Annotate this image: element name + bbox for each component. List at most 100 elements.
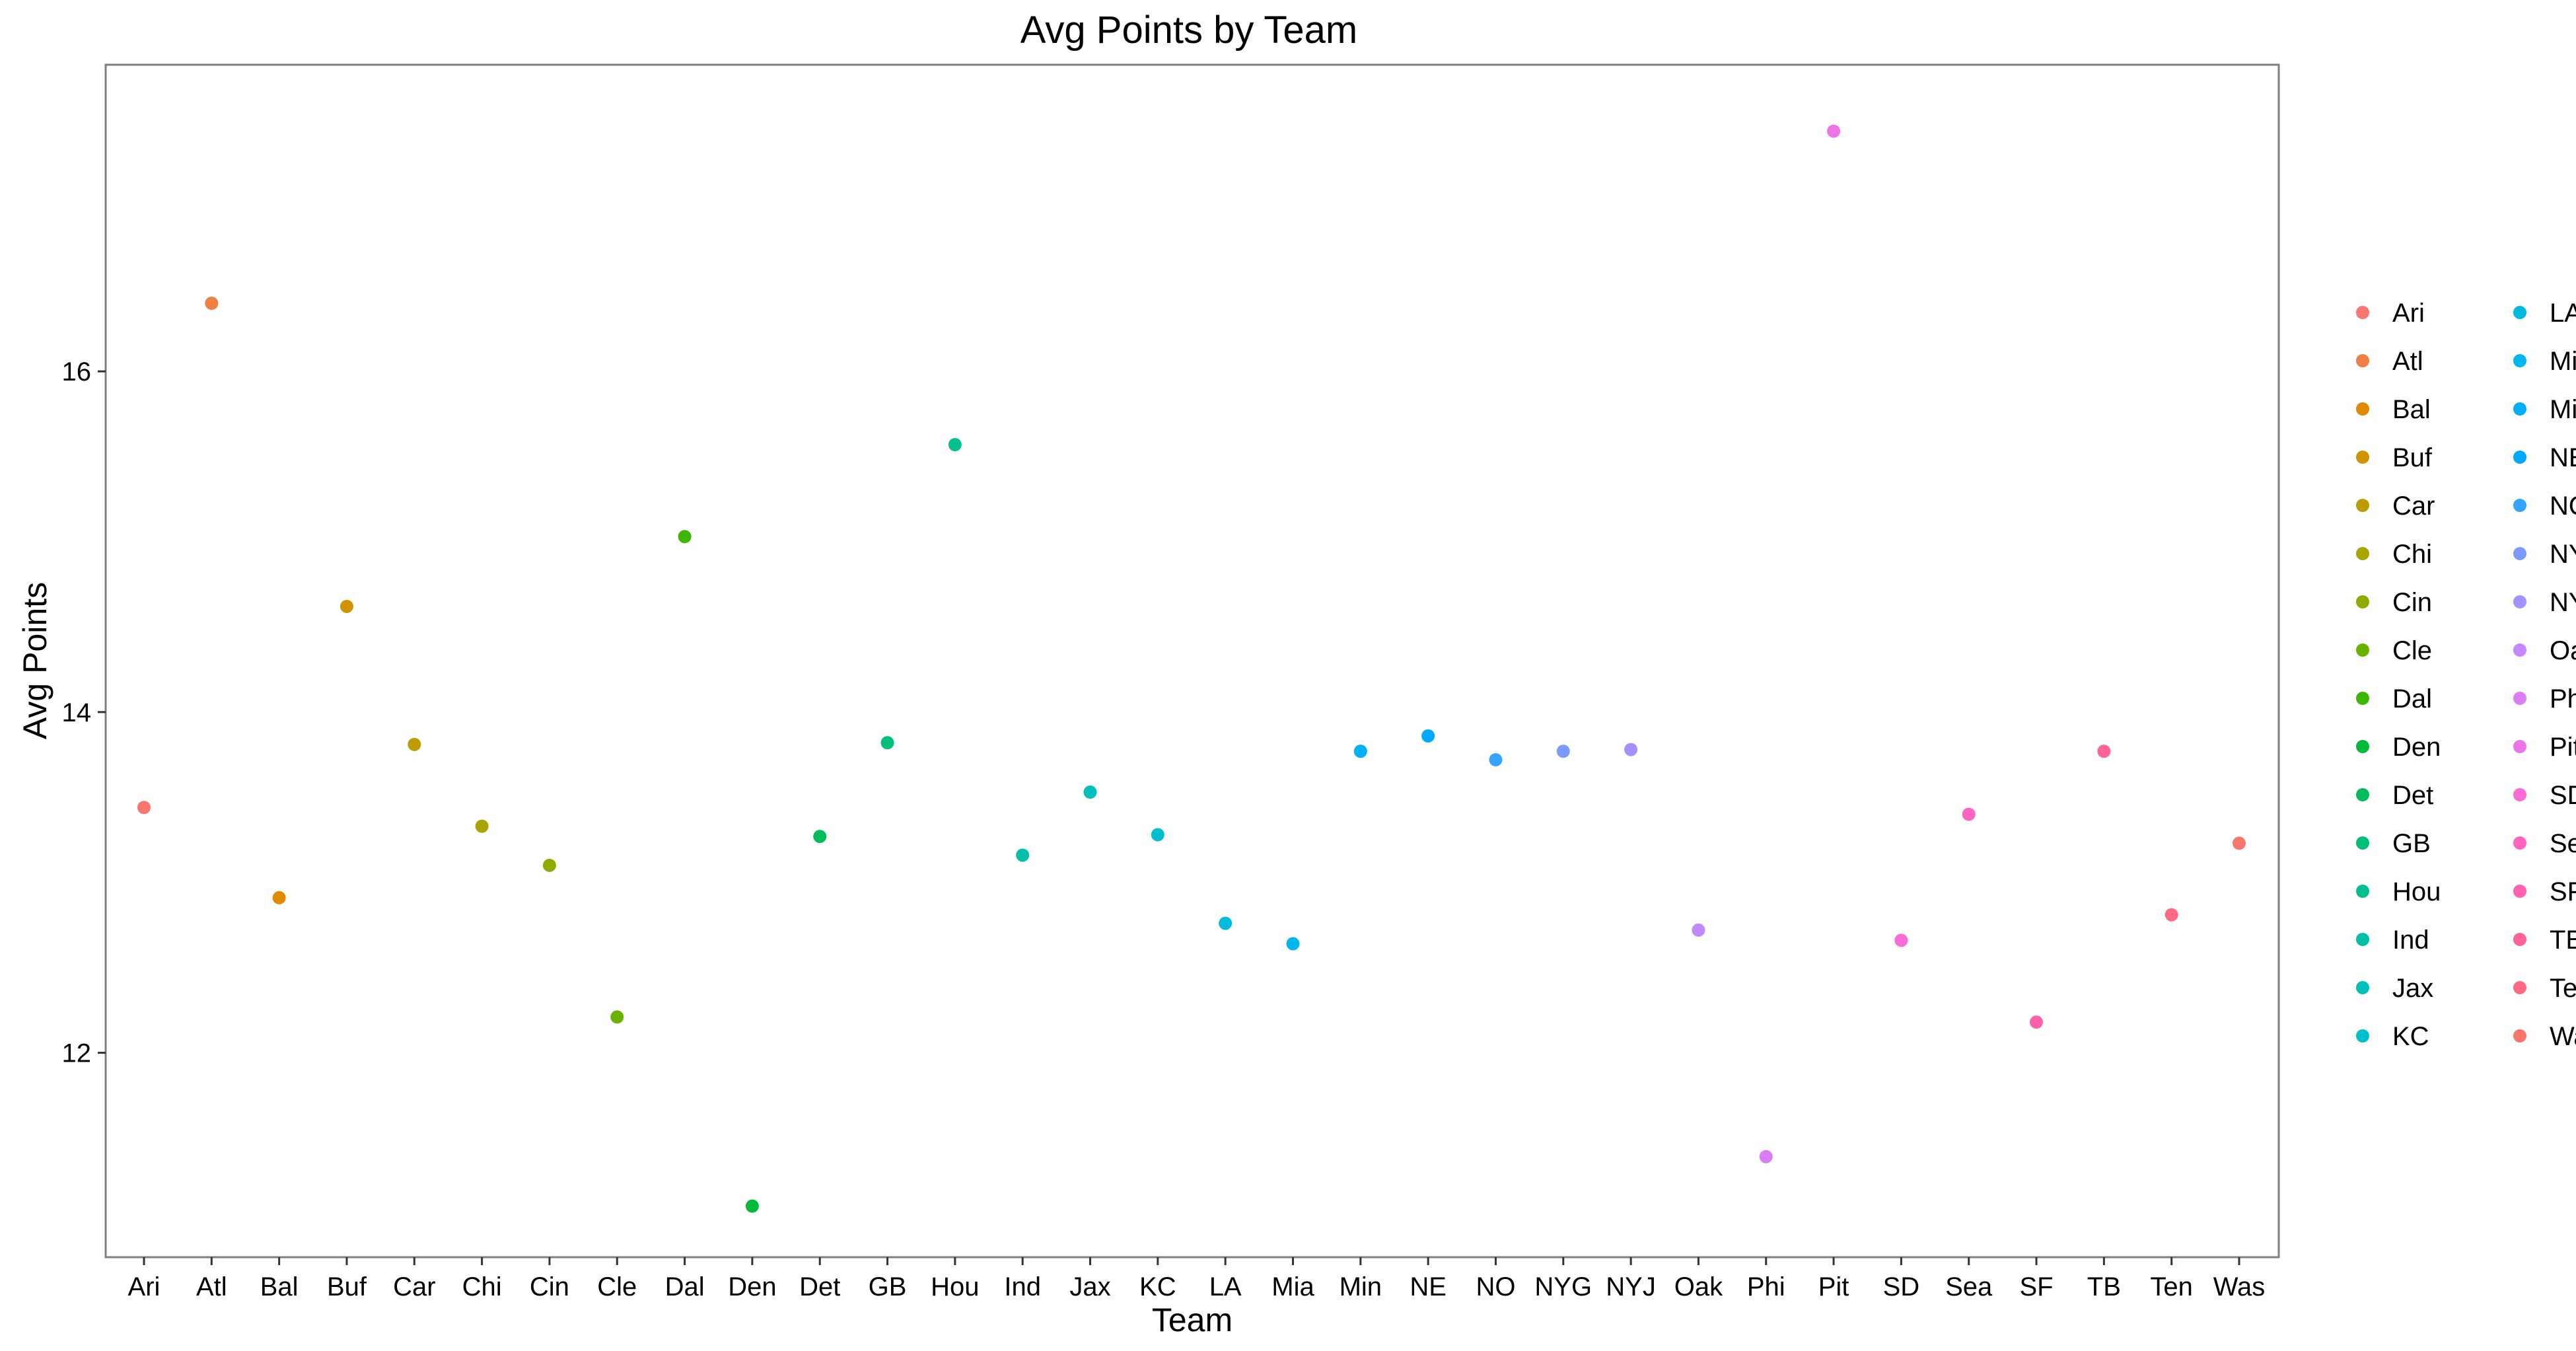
x-tick-label: TB — [2087, 1272, 2121, 1301]
legend-label: Jax — [2392, 974, 2433, 1003]
x-tick-label: GB — [869, 1272, 907, 1301]
data-point-min — [1353, 745, 1367, 758]
legend-key-det — [2356, 788, 2369, 801]
x-tick-label: NO — [1476, 1272, 1515, 1301]
legend-key-dal — [2356, 692, 2369, 705]
legend-label: Phi — [2550, 684, 2576, 713]
x-tick-label: Mia — [1271, 1272, 1314, 1301]
data-point-dal — [678, 530, 692, 544]
x-tick-label: SF — [2019, 1272, 2053, 1301]
data-point-kc — [1151, 828, 1164, 842]
data-point-was — [2233, 836, 2246, 850]
legend-label: Ten — [2550, 974, 2576, 1003]
legend-key-la — [2513, 306, 2526, 319]
data-point-ari — [137, 801, 151, 815]
legend-label: LA — [2550, 299, 2576, 328]
legend-key-nyj — [2513, 595, 2526, 608]
legend-key-den — [2356, 740, 2369, 753]
legend-key-pit — [2513, 740, 2526, 753]
legend-key-mia — [2513, 354, 2526, 367]
data-point-phi — [1759, 1150, 1773, 1163]
legend-key-hou — [2356, 885, 2369, 898]
chart-title: Avg Points by Team — [1020, 9, 1357, 52]
legend-key-jax — [2356, 981, 2369, 994]
legend-label: Ind — [2392, 926, 2429, 955]
legend-label: NE — [2550, 443, 2576, 472]
legend-label: Den — [2392, 733, 2441, 762]
legend-label: Buf — [2392, 443, 2433, 472]
x-tick-label: NE — [1410, 1272, 1447, 1301]
x-tick-label: Phi — [1747, 1272, 1785, 1301]
data-point-gb — [880, 736, 894, 750]
legend-key-buf — [2356, 451, 2369, 464]
data-point-no — [1489, 753, 1503, 767]
legend-label: Dal — [2392, 684, 2432, 713]
legend-key-was — [2513, 1029, 2526, 1042]
legend-label: Ari — [2392, 299, 2425, 328]
x-tick-label: SD — [1883, 1272, 1920, 1301]
y-tick-label: 12 — [62, 1039, 92, 1068]
legend-label: SF — [2550, 877, 2576, 906]
legend-key-car — [2356, 499, 2369, 512]
legend-key-oak — [2513, 643, 2526, 657]
legend-label: GB — [2392, 829, 2431, 858]
data-point-pit — [1827, 124, 1841, 138]
legend-key-phi — [2513, 692, 2526, 705]
x-tick-label: Dal — [665, 1272, 705, 1301]
legend-label: SD — [2550, 781, 2576, 810]
legend-key-no — [2513, 499, 2526, 512]
legend-label: TB — [2550, 926, 2576, 955]
x-tick-label: LA — [1209, 1272, 1242, 1301]
legend-key-bal — [2356, 402, 2369, 416]
data-point-sea — [1962, 807, 1976, 821]
data-point-car — [408, 737, 421, 751]
legend-key-atl — [2356, 354, 2369, 367]
data-point-chi — [475, 819, 489, 833]
legend-label: Hou — [2392, 877, 2441, 906]
legend-key-ind — [2356, 933, 2369, 946]
x-tick-label: Pit — [1818, 1272, 1849, 1301]
data-points — [137, 124, 2246, 1213]
legend-label: Atl — [2392, 347, 2423, 376]
data-point-tb — [2097, 745, 2111, 758]
data-point-oak — [1692, 923, 1705, 937]
data-point-cle — [610, 1010, 624, 1024]
data-point-jax — [1083, 785, 1097, 799]
legend: Ari Atl Bal Buf Car Chi Cin Cle Dal Den Det GB Hou In… — [2356, 299, 2576, 1051]
legend-label: Oak — [2550, 636, 2576, 665]
legend-label: NYG — [2550, 540, 2576, 569]
legend-key-sd — [2513, 788, 2526, 801]
legend-label: Chi — [2392, 540, 2432, 569]
data-point-den — [745, 1199, 759, 1213]
legend-key-cin — [2356, 595, 2369, 608]
legend-label: Mia — [2550, 347, 2576, 376]
x-tick-label: Atl — [196, 1272, 227, 1301]
x-tick-label: Ten — [2150, 1272, 2193, 1301]
data-point-ind — [1016, 848, 1030, 862]
y-axis: 12 14 16 — [62, 357, 106, 1068]
x-tick-label: Buf — [327, 1272, 367, 1301]
legend-label: Sea — [2550, 829, 2576, 858]
data-point-hou — [948, 438, 962, 452]
legend-label: Car — [2392, 492, 2435, 521]
legend-key-min — [2513, 402, 2526, 416]
x-tick-label: Ind — [1004, 1272, 1041, 1301]
data-point-sf — [2030, 1015, 2044, 1029]
x-tick-label: KC — [1139, 1272, 1176, 1301]
x-axis: Ari Atl Bal Buf Car Chi Cin Cle Dal Den Det GB Hou In… — [128, 1257, 2266, 1301]
legend-key-sf — [2513, 885, 2526, 898]
legend-label: Cin — [2392, 588, 2432, 617]
legend-key-gb — [2356, 836, 2369, 850]
x-tick-label: Min — [1340, 1272, 1382, 1301]
legend-key-chi — [2356, 547, 2369, 560]
x-tick-label: Cle — [597, 1272, 637, 1301]
legend-key-sea — [2513, 836, 2526, 850]
x-tick-label: Bal — [260, 1272, 299, 1301]
x-tick-label: Chi — [462, 1272, 502, 1301]
x-tick-label: Was — [2213, 1272, 2266, 1301]
legend-key-kc — [2356, 1029, 2369, 1042]
data-point-mia — [1286, 937, 1300, 951]
y-axis-label: Avg Points — [17, 582, 54, 739]
